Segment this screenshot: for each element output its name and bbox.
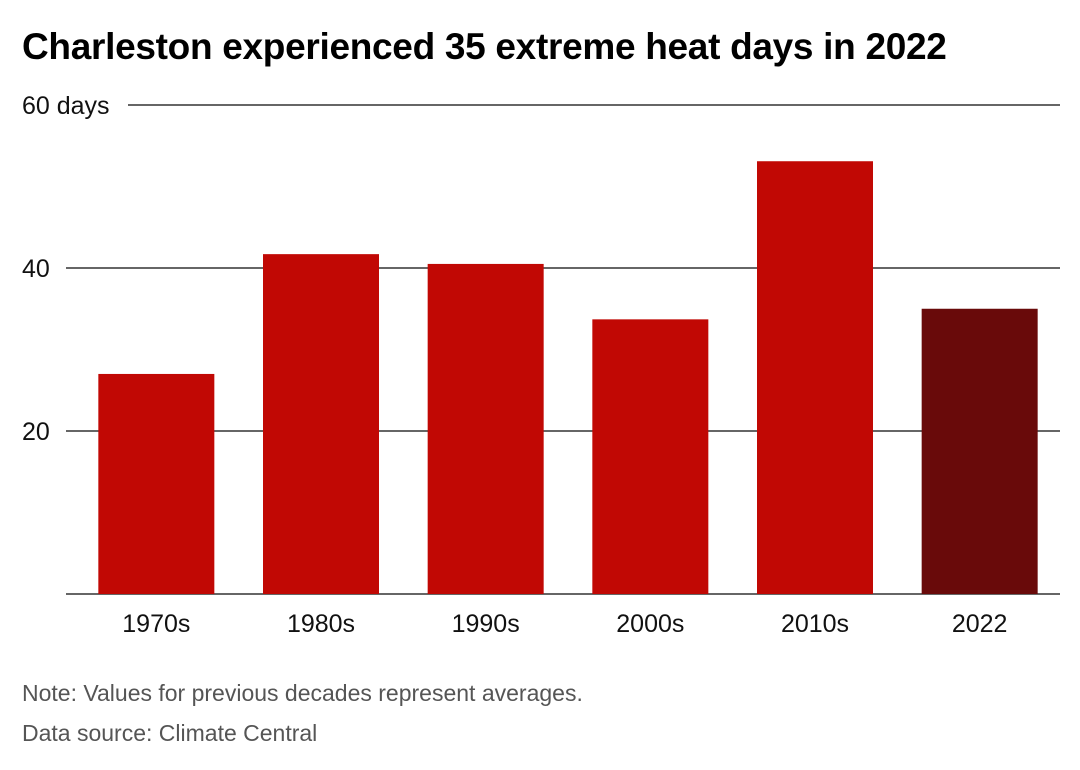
bar-2010s (757, 161, 873, 595)
y-tick-label: 20 (22, 418, 50, 446)
chart-title: Charleston experienced 35 extreme heat d… (22, 26, 947, 67)
data-source: Data source: Climate Central (22, 720, 318, 746)
x-tick-label: 1970s (122, 610, 190, 638)
y-tick-label: 40 (22, 255, 50, 283)
bar-1990s (427, 263, 544, 594)
x-tick-label: 2010s (781, 610, 849, 638)
bar-1980s (263, 254, 379, 594)
x-tick-label: 1990s (452, 610, 520, 638)
x-tick-label: 2000s (616, 610, 684, 638)
bar-chart: 20 40 60 days 1970s 1980s 1990s 2000s 2010s 2022 (22, 92, 1060, 638)
y-tick-label: 60 days (22, 92, 110, 120)
bar-2000s (592, 319, 709, 594)
chart-note: Note: Values for previous decades repres… (22, 680, 583, 706)
bar-1970s (98, 373, 215, 594)
bar-2022 (921, 308, 1038, 594)
x-tick-label: 1980s (287, 610, 355, 638)
x-tick-label: 2022 (952, 610, 1008, 638)
